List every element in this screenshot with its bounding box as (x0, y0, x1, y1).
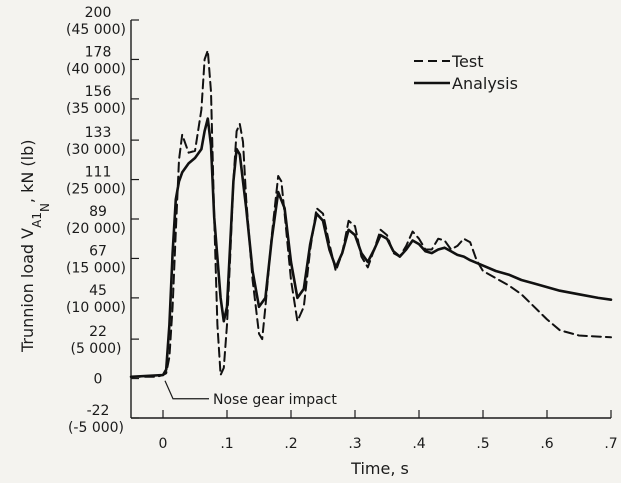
y-tick-label-kn: 22 (89, 324, 107, 340)
y-tick-label-lb: (-5 000) (68, 420, 124, 436)
y-tick-label-kn: 156 (85, 84, 112, 100)
y-tick-label-kn: 111 (85, 165, 112, 181)
y-tick-label-lb: (5 000) (70, 341, 121, 357)
y-tick-label-lb: (35 000) (66, 101, 126, 117)
y-tick-label-kn: 67 (89, 243, 107, 259)
x-tick-label: .3 (348, 436, 361, 452)
x-tick-label: .2 (284, 436, 297, 452)
x-axis-label: Time, s (350, 459, 409, 478)
y-tick-label-lb: (10 000) (66, 300, 126, 316)
y-tick-label-kn: 89 (89, 204, 107, 220)
y-axis-label-group: Trunnion load VA1N, kN (lb) (18, 139, 52, 353)
x-tick-label: .6 (540, 436, 553, 452)
legend-label-test: Test (451, 52, 484, 71)
x-tick-label: 0 (159, 436, 168, 452)
x-tick-label: .1 (220, 436, 233, 452)
annotations: Nose gear impact (164, 380, 337, 408)
annotation-nose-gear-impact: Nose gear impact (213, 392, 337, 408)
y-axis-ticks: 200(45 000) 178(40 000) 156(35 000) 133(30 … (66, 5, 139, 436)
y-tick-label-lb: (20 000) (66, 221, 126, 237)
x-axis-ticks: 0 .1 .2 .3 .4 .5 .6 .7 (159, 410, 618, 452)
x-tick-label: .7 (604, 436, 617, 452)
y-axis-label: Trunnion load VA1N, kN (lb) (18, 139, 52, 353)
legend: Test Analysis (414, 52, 518, 93)
y-tick-label-kn: 200 (85, 5, 112, 21)
y-tick-label-kn: 0 (94, 372, 103, 388)
series-lines (129, 49, 613, 379)
y-tick-label-kn: 45 (89, 283, 107, 299)
legend-label-analysis: Analysis (452, 74, 518, 93)
y-tick-label-lb: (30 000) (66, 142, 126, 158)
y-tick-label-kn: -22 (87, 403, 110, 419)
annotation-leader-line (164, 380, 209, 400)
y-tick-label-lb: (45 000) (66, 22, 126, 38)
y-tick-label-kn: 133 (85, 125, 112, 141)
y-tick-label-lb: (40 000) (66, 61, 126, 77)
y-tick-label-lb: (15 000) (66, 260, 126, 276)
y-tick-label-lb: (25 000) (66, 182, 126, 198)
y-tick-label-kn: 178 (85, 44, 112, 60)
y-axis-label-text: Trunnion load VA1N, kN (lb) (18, 139, 52, 353)
series-line-analysis (129, 117, 613, 379)
x-tick-label: .4 (412, 436, 425, 452)
x-tick-label: .5 (476, 436, 489, 452)
series-line-test (130, 49, 612, 378)
